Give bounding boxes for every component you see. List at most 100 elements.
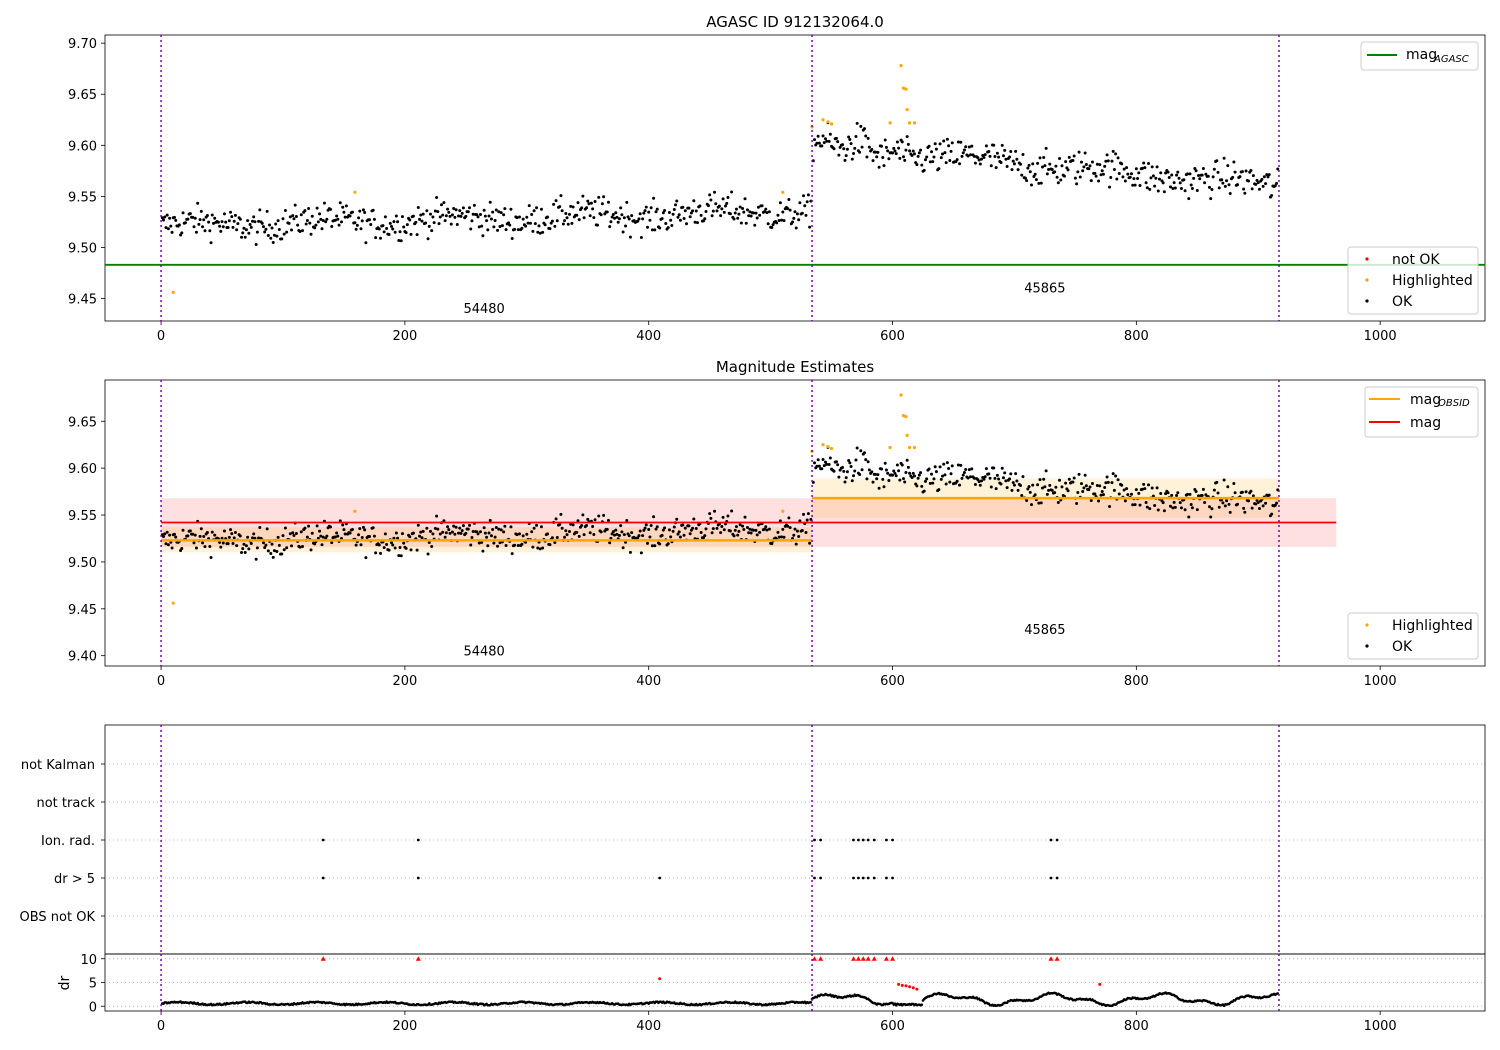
- ok-point: [1033, 172, 1037, 176]
- ok-point: [581, 194, 585, 198]
- ok-point: [1020, 494, 1024, 498]
- ok-point: [836, 140, 840, 144]
- y-tick-label: 9.55: [68, 509, 97, 524]
- highlighted-point: [901, 414, 906, 418]
- ok-point: [486, 228, 490, 232]
- ok-point: [494, 525, 498, 529]
- ok-point: [922, 489, 926, 493]
- dr-clipped-marker: [415, 956, 421, 961]
- ok-point: [1126, 172, 1130, 176]
- ok-point: [613, 533, 617, 537]
- ok-point: [882, 485, 886, 489]
- legend-mag-agasc-sub: AGASC: [1433, 54, 1469, 65]
- ok-point: [699, 530, 703, 534]
- ok-point: [487, 214, 491, 218]
- ok-point: [209, 241, 213, 245]
- ok-point: [409, 548, 413, 552]
- ok-point: [531, 229, 535, 233]
- highlighted-point: [781, 509, 785, 513]
- ok-point: [315, 524, 319, 528]
- ok-point: [314, 223, 318, 227]
- ok-point: [489, 217, 493, 221]
- ok-point: [843, 480, 847, 484]
- ok-point: [834, 136, 838, 140]
- ok-point: [363, 211, 367, 215]
- ok-point: [468, 206, 472, 210]
- ok-point: [1053, 491, 1057, 495]
- ok-point: [1171, 187, 1175, 191]
- ok-point: [1231, 175, 1235, 179]
- ok-point: [448, 214, 452, 218]
- ok-point: [917, 473, 921, 477]
- ok-point: [795, 529, 799, 533]
- ok-point: [516, 228, 520, 232]
- ok-point: [567, 530, 571, 534]
- ok-point: [533, 222, 537, 226]
- flag-point: [852, 876, 855, 880]
- ok-point: [350, 210, 354, 214]
- ok-point: [392, 536, 396, 540]
- ok-point: [210, 213, 214, 217]
- ok-point: [667, 211, 671, 215]
- ok-point: [815, 464, 819, 468]
- ok-point: [1027, 485, 1031, 489]
- ok-point: [205, 531, 209, 535]
- ok-point: [637, 217, 641, 221]
- ok-point: [420, 219, 424, 223]
- ok-point: [788, 526, 792, 530]
- ok-point: [865, 155, 869, 159]
- ok-point: [777, 535, 781, 539]
- ok-point: [756, 205, 760, 209]
- ok-point: [639, 236, 643, 240]
- ok-point: [461, 206, 465, 210]
- ok-point: [585, 206, 589, 210]
- ok-point: [548, 543, 552, 547]
- ok-point: [1043, 485, 1047, 489]
- obsid-label: 54480: [463, 302, 504, 317]
- ok-point: [563, 219, 567, 223]
- ok-point: [464, 531, 468, 535]
- ok-point: [726, 195, 730, 199]
- ok-point: [1210, 507, 1214, 511]
- ok-point: [466, 527, 470, 531]
- ok-point: [845, 147, 849, 151]
- ok-point: [813, 138, 817, 142]
- ok-point: [892, 146, 896, 150]
- ok-point: [487, 531, 491, 535]
- ok-point: [433, 526, 437, 530]
- ok-point: [277, 227, 281, 231]
- ok-point: [1040, 165, 1044, 169]
- ok-point: [478, 530, 482, 534]
- panel-dr-ylabel: dr: [57, 975, 73, 990]
- ok-point: [1201, 166, 1205, 170]
- ok-point: [436, 210, 440, 214]
- ok-point: [282, 548, 286, 552]
- ok-point: [1098, 163, 1102, 167]
- ok-point: [517, 215, 521, 219]
- ok-point: [1089, 179, 1093, 183]
- ok-point: [616, 220, 620, 224]
- ok-point: [303, 526, 307, 530]
- ok-point: [299, 530, 303, 534]
- ok-point: [1244, 169, 1248, 173]
- ok-point: [1150, 486, 1154, 490]
- ok-point: [292, 217, 296, 221]
- ok-point: [236, 222, 240, 226]
- ok-point: [298, 545, 302, 549]
- ok-point: [252, 215, 256, 219]
- ok-point: [1016, 168, 1020, 172]
- ok-point: [867, 145, 871, 149]
- ok-point: [786, 524, 790, 528]
- ok-point: [221, 225, 225, 229]
- highlighted-point: [821, 443, 825, 447]
- ok-point: [1101, 493, 1105, 497]
- ok-point: [903, 480, 907, 484]
- ok-point: [883, 461, 887, 465]
- ok-point: [1228, 510, 1232, 514]
- ok-point: [915, 163, 919, 167]
- ok-point: [1078, 175, 1082, 179]
- dr-point: [920, 1003, 924, 1006]
- ok-point: [570, 221, 574, 225]
- ok-point: [344, 204, 348, 208]
- ok-point: [539, 525, 543, 529]
